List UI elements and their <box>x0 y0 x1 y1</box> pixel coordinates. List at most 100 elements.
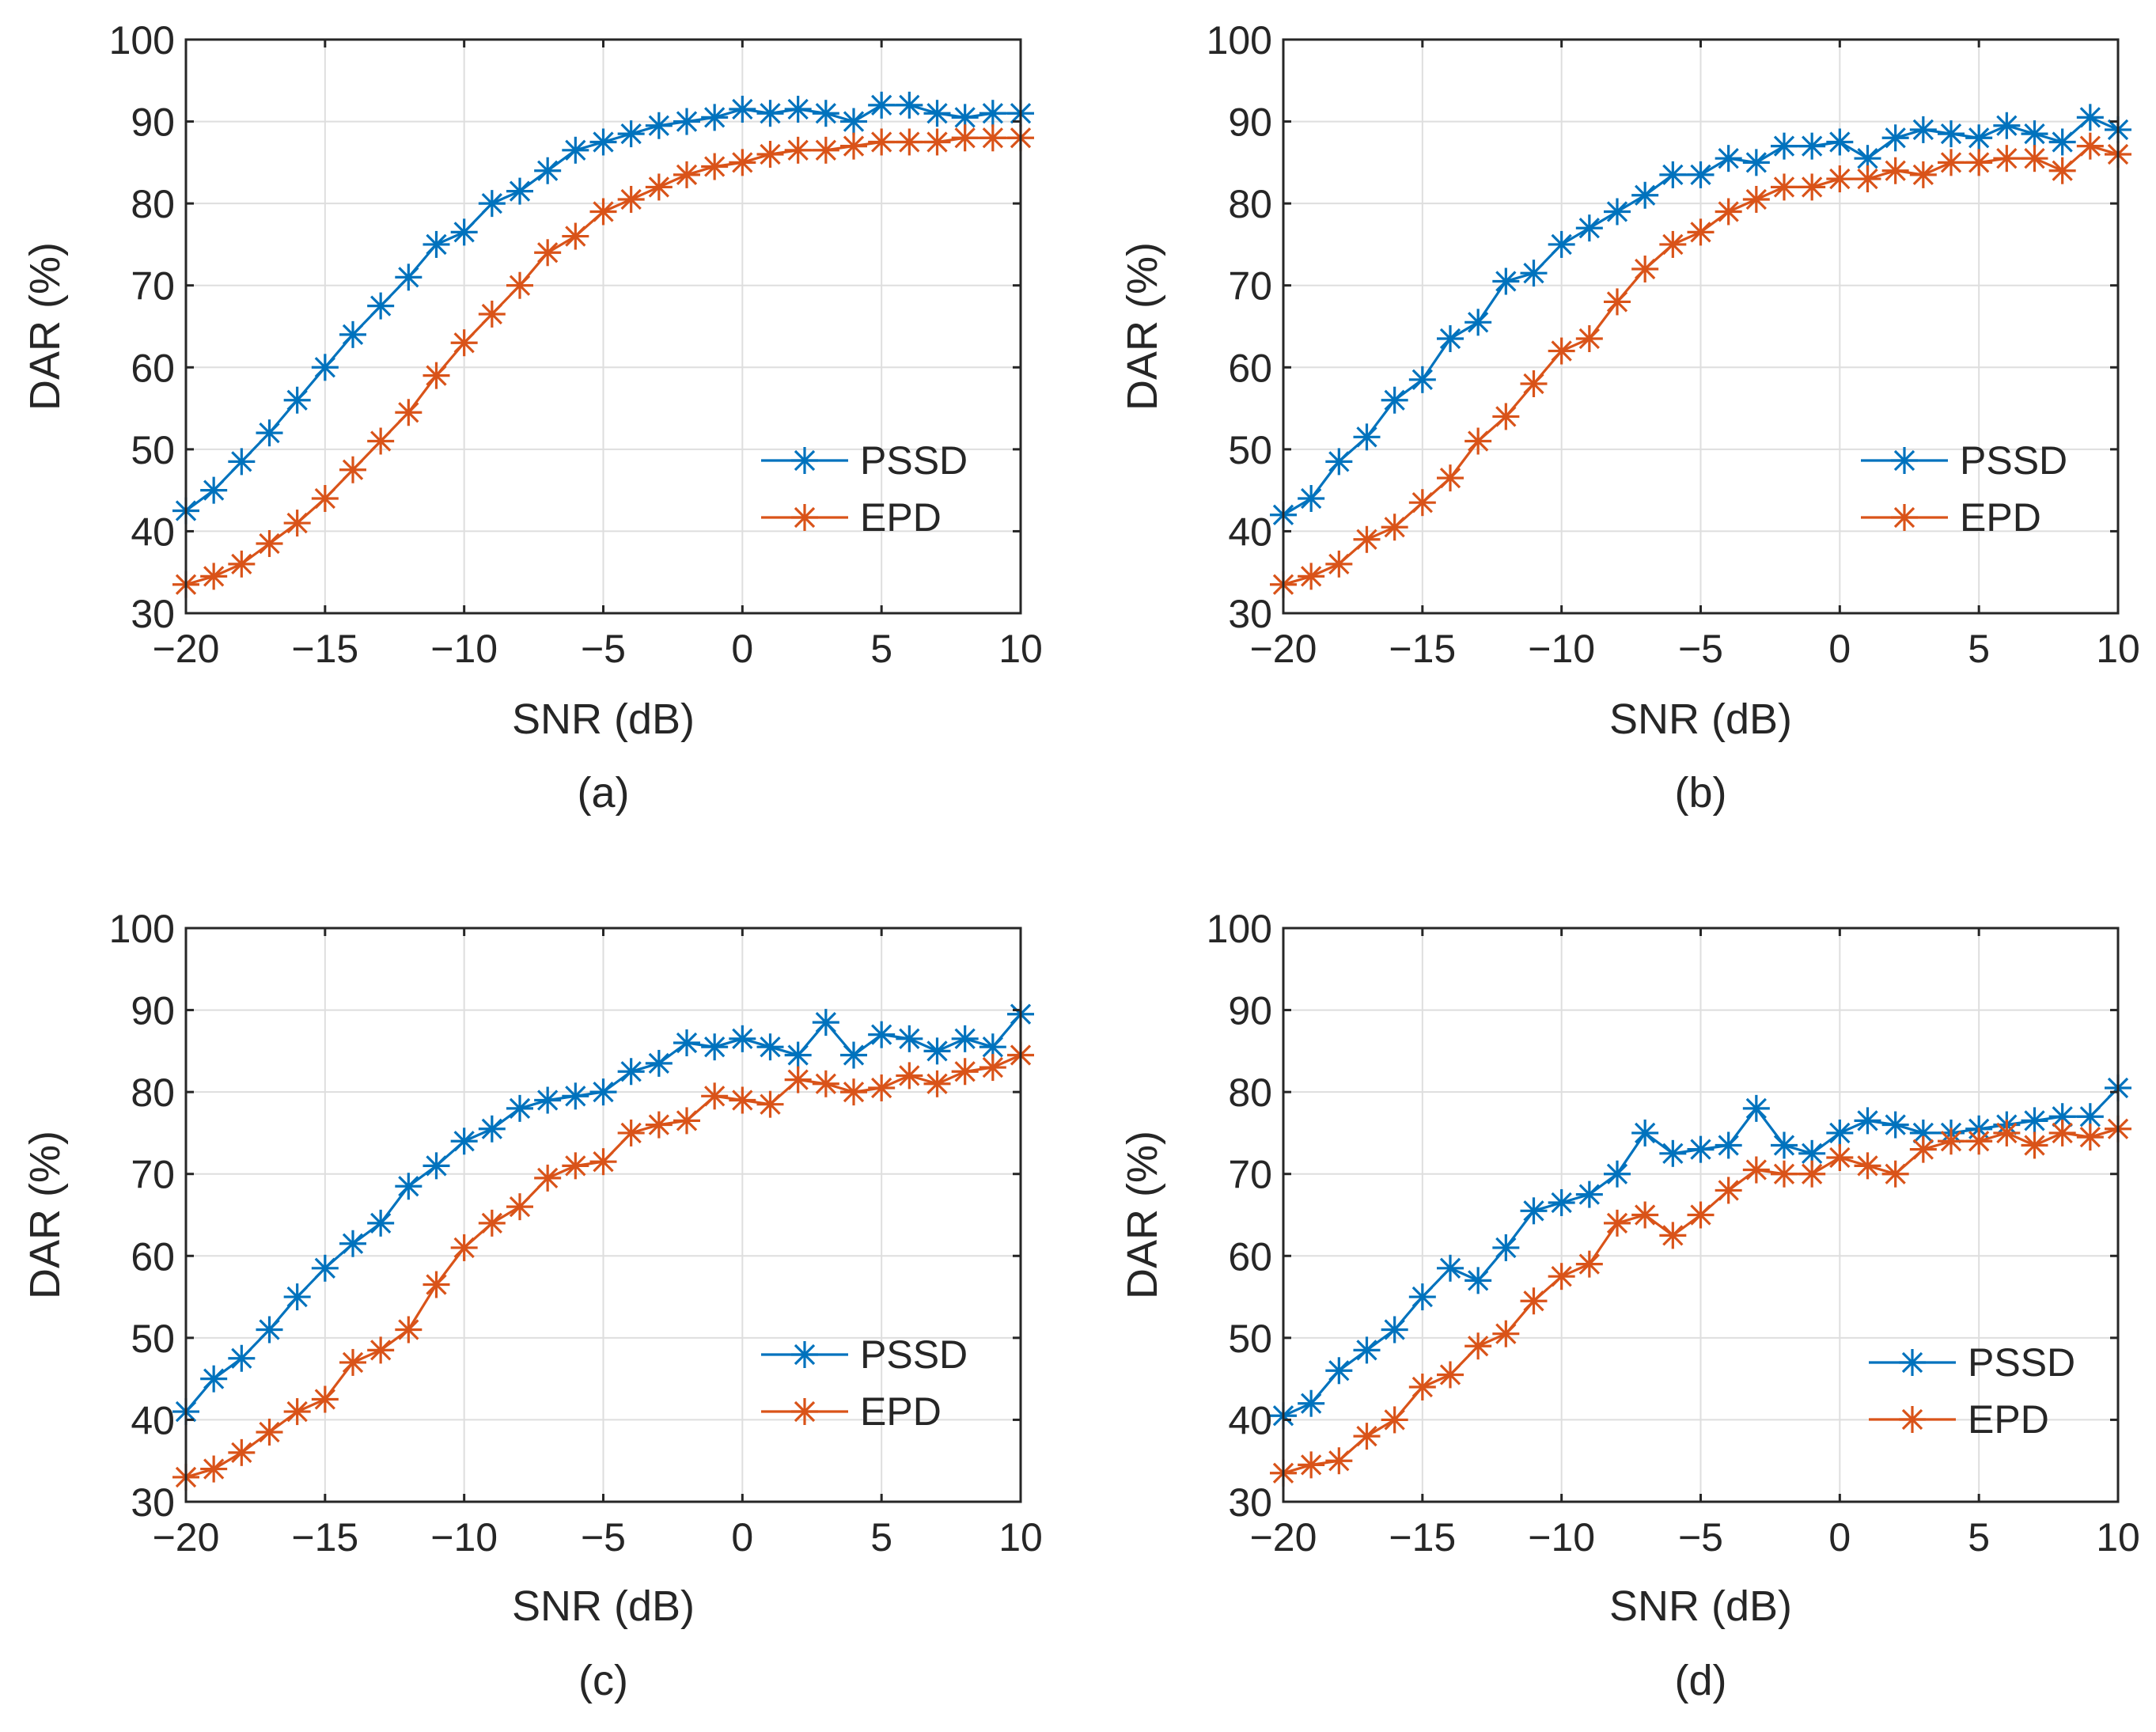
data-point-pssd <box>896 91 923 119</box>
data-point-pssd <box>1881 124 1909 152</box>
data-point-pssd <box>339 320 366 348</box>
data-point-pssd <box>478 1115 506 1143</box>
chart-panel-c: −20 −15 −10 −5 0 5 10 30 40 50 60 70 80 90 100 SNR (dB)… <box>21 907 1043 1704</box>
x-tick-label: 0 <box>1828 1515 1851 1560</box>
data-point-epd <box>2048 1119 2076 1146</box>
data-point-pssd <box>1575 214 1603 242</box>
data-point-epd <box>1826 165 1854 193</box>
data-point-epd <box>701 153 729 180</box>
y-tick-label: 80 <box>131 182 175 226</box>
data-point-pssd <box>2021 120 2048 148</box>
legend-marker-pssd <box>1899 1349 1926 1376</box>
data-point-epd <box>784 1066 812 1093</box>
data-point-epd <box>534 239 562 267</box>
data-point-epd <box>729 149 756 176</box>
data-point-epd <box>2076 132 2104 160</box>
y-tick-label: 30 <box>131 1480 175 1525</box>
data-point-epd <box>1492 403 1520 430</box>
data-point-pssd <box>1353 1336 1381 1364</box>
data-point-epd <box>812 136 839 164</box>
data-point-pssd <box>1353 423 1381 451</box>
data-point-pssd <box>506 1094 533 1122</box>
data-point-epd <box>951 1058 979 1086</box>
data-point-pssd <box>1909 116 1937 143</box>
data-point-pssd <box>1798 132 1826 160</box>
data-point-pssd <box>228 448 256 476</box>
y-tick-label: 60 <box>1228 1234 1272 1279</box>
data-point-pssd <box>1631 1119 1659 1146</box>
legend-label-pssd: PSSD <box>1968 1340 2075 1385</box>
data-point-epd <box>1604 288 1631 316</box>
y-tick-label: 40 <box>131 1398 175 1442</box>
data-point-pssd <box>450 1128 478 1155</box>
data-point-pssd <box>534 1086 562 1114</box>
legend-marker-epd <box>1891 504 1918 531</box>
data-point-epd <box>645 173 673 201</box>
data-point-epd <box>868 1074 896 1101</box>
legend: PSSD EPD <box>1861 438 2067 540</box>
data-point-epd <box>1771 1160 1798 1188</box>
data-point-pssd <box>1464 1267 1492 1294</box>
data-point-epd <box>562 222 589 250</box>
data-point-pssd <box>1604 1160 1631 1188</box>
data-point-epd <box>534 1164 562 1192</box>
y-tick-label: 80 <box>1228 1071 1272 1115</box>
legend-marker-epd <box>791 1398 818 1425</box>
data-point-epd <box>1881 157 1909 184</box>
legend: PSSD EPD <box>1869 1340 2075 1442</box>
data-point-epd <box>200 1455 228 1483</box>
y-axis-label: DAR (%) <box>1119 1131 1166 1299</box>
x-tick-label: 5 <box>1968 1515 1990 1560</box>
data-point-pssd <box>1687 1135 1715 1163</box>
x-tick-label: 0 <box>731 1515 753 1560</box>
y-tick-label: 100 <box>109 18 175 63</box>
data-point-pssd <box>2076 1103 2104 1131</box>
x-tick-label: −10 <box>430 1515 498 1560</box>
data-point-epd <box>283 510 311 537</box>
data-point-pssd <box>756 100 784 127</box>
chart-panel-a: −20 −15 −10 −5 0 5 10 30 40 50 60 70 80 90 100 SNR (dB)… <box>21 18 1043 817</box>
data-point-epd <box>2021 1131 2048 1159</box>
data-point-pssd <box>1381 1316 1408 1344</box>
x-tick-label: 10 <box>2096 1515 2140 1560</box>
data-point-pssd <box>645 1049 673 1077</box>
y-tick-label: 40 <box>1228 510 1272 554</box>
data-point-epd <box>1965 149 1993 176</box>
data-point-epd <box>283 1398 311 1426</box>
data-point-epd <box>617 185 645 213</box>
data-point-epd <box>367 427 395 455</box>
y-tick-label: 50 <box>1228 428 1272 472</box>
data-point-epd <box>812 1070 839 1097</box>
y-tick-label: 90 <box>131 100 175 145</box>
y-tick-label: 70 <box>1228 1153 1272 1197</box>
x-tick-label: −10 <box>1528 1515 1595 1560</box>
data-point-pssd <box>923 1037 951 1065</box>
x-tick-label: −10 <box>1528 627 1595 671</box>
data-point-pssd <box>673 108 700 135</box>
data-point-epd <box>923 1070 951 1097</box>
data-point-pssd <box>367 292 395 320</box>
y-tick-label: 70 <box>131 264 175 309</box>
y-tick-label: 60 <box>131 1234 175 1279</box>
y-tick-label: 40 <box>131 510 175 554</box>
x-axis-label: SNR (dB) <box>1609 695 1792 743</box>
legend-marker-epd <box>1899 1406 1926 1433</box>
data-point-pssd <box>923 100 951 127</box>
data-point-pssd <box>840 1041 867 1069</box>
data-point-pssd <box>422 230 450 258</box>
data-point-epd <box>256 529 283 557</box>
data-point-epd <box>951 124 979 152</box>
data-point-epd <box>1298 563 1325 590</box>
data-point-pssd <box>1826 128 1854 156</box>
data-point-epd <box>1742 1156 1770 1184</box>
data-point-epd <box>478 1209 506 1237</box>
x-tick-label: 5 <box>870 627 892 671</box>
legend-label-epd: EPD <box>1968 1397 2049 1442</box>
data-point-pssd <box>1742 1094 1770 1122</box>
data-point-epd <box>645 1111 673 1139</box>
data-point-pssd <box>1575 1181 1603 1208</box>
data-point-pssd <box>729 96 756 123</box>
x-axis-label: SNR (dB) <box>512 695 695 743</box>
x-tick-label: 5 <box>1968 627 1990 671</box>
